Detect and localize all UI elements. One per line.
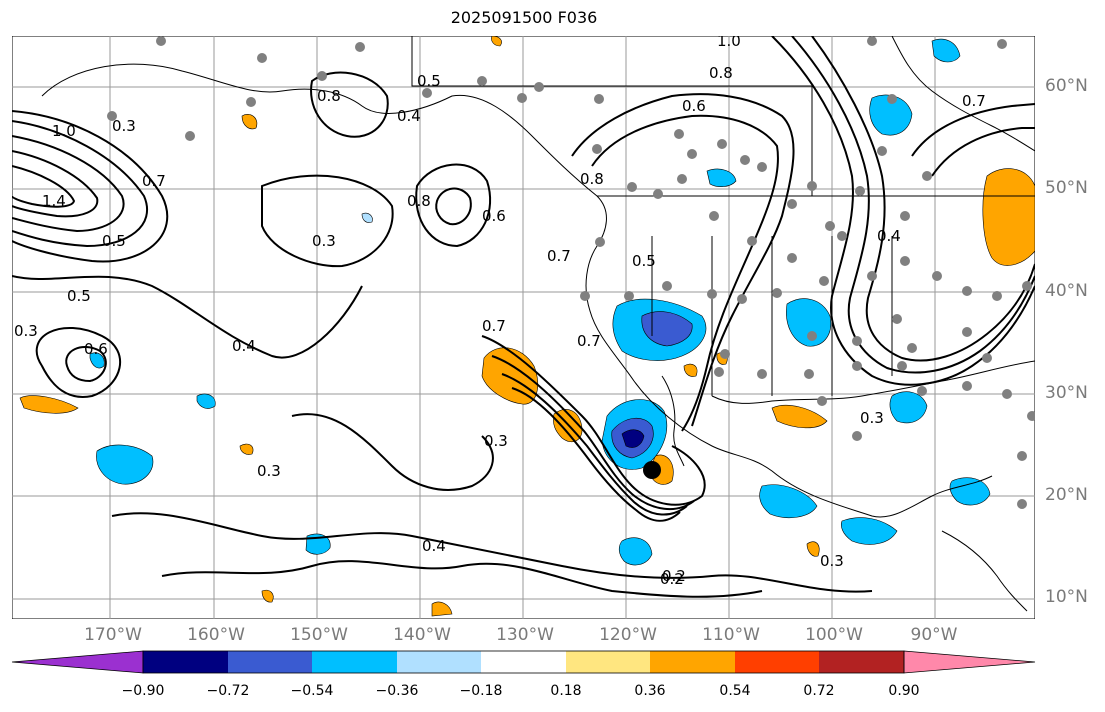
map-title: 2025091500 F036 [450, 8, 598, 27]
contour-label: 0.8 [317, 87, 341, 105]
storm-center-marker [643, 461, 661, 479]
contour-label: 0.5 [417, 72, 441, 90]
lat-label-10n: 10°N [1045, 587, 1088, 607]
colorbar-tick: −0.18 [459, 683, 503, 699]
contour-label: 0.7 [577, 332, 601, 350]
lon-label-140w: 140°W [393, 625, 451, 645]
contour-label: 0.4 [397, 107, 421, 125]
colorbar-cell [650, 651, 735, 673]
contour-label: 0.3 [257, 462, 281, 480]
lat-label-20n: 20°N [1045, 485, 1088, 505]
colorbar-tick: 0.54 [719, 683, 751, 699]
contour-label: 0.3 [860, 409, 884, 427]
contour-label: 0.2 [662, 567, 686, 585]
colorbar-tick: 0.18 [550, 683, 582, 699]
colorbar-extend-left [11, 650, 144, 674]
contour-label: 0.8 [709, 64, 733, 82]
graticule [12, 36, 1035, 619]
colorbar-cell [397, 651, 481, 673]
colorbar-cell [735, 651, 819, 673]
contour-label: 0.3 [484, 432, 508, 450]
colorbar-extend-right [903, 650, 1036, 674]
contour-label: 1.0 [52, 122, 76, 140]
lon-label-130w: 130°W [496, 625, 554, 645]
station-dots [107, 36, 1035, 509]
contour-label: 0.6 [482, 207, 506, 225]
contour-label: 0.2 [660, 570, 684, 588]
colorbar [11, 650, 1036, 674]
contour-lines [12, 36, 1035, 598]
contour-label: 0.5 [67, 287, 91, 305]
contour-label: 1.4 [42, 192, 66, 210]
colorbar-tick: −0.36 [375, 683, 419, 699]
contour-label: 0.3 [820, 552, 844, 570]
contour-label: 0.4 [877, 227, 901, 245]
negative-shading [89, 38, 991, 566]
contour-label: 0.6 [84, 340, 108, 358]
lon-label-100w: 100°W [805, 625, 863, 645]
lat-label-60n: 60°N [1045, 76, 1088, 96]
weather-map: 1.0 0.8 0.6 0.5 0.7 0.4 0.3 1.4 0.2 1.0 … [12, 36, 1035, 619]
contour-label: 1.0 [717, 36, 741, 50]
colorbar-tick: −0.72 [206, 683, 250, 699]
contour-label: 0.7 [962, 92, 986, 110]
lon-label-110w: 110°W [702, 625, 760, 645]
colorbar-tick: 0.72 [803, 683, 835, 699]
contour-label: 0.7 [142, 172, 166, 190]
lat-label-40n: 40°N [1045, 281, 1088, 301]
contour-label: 0.4 [422, 537, 446, 555]
colorbar-tick: −0.54 [290, 683, 334, 699]
colorbar-cell [312, 651, 397, 673]
colorbar-tick: 0.36 [634, 683, 666, 699]
colorbar-cell [819, 651, 904, 673]
contour-label: 0.5 [102, 232, 126, 250]
contour-label: 0.3 [312, 232, 336, 250]
lon-label-170w: 170°W [84, 625, 142, 645]
contour-label: 0.8 [580, 170, 604, 188]
colorbar-tick: 0.90 [888, 683, 920, 699]
lat-label-30n: 30°N [1045, 383, 1088, 403]
contour-label: 0.5 [632, 252, 656, 270]
contour-label: 0.8 [407, 192, 431, 210]
contour-label: 0.7 [547, 247, 571, 265]
colorbar-tick: −0.90 [121, 683, 165, 699]
colorbar-cell [566, 651, 650, 673]
contour-label: 0.3 [14, 322, 38, 340]
colorbar-cell [143, 651, 228, 673]
contour-label-group: 1.0 0.8 0.6 0.5 0.7 0.4 0.3 1.4 0.2 1.0 … [14, 36, 986, 588]
lon-label-150w: 150°W [290, 625, 348, 645]
lon-label-160w: 160°W [187, 625, 245, 645]
contour-label: 0.7 [482, 317, 506, 335]
lon-label-120w: 120°W [599, 625, 657, 645]
lat-label-50n: 50°N [1045, 178, 1088, 198]
colorbar-frame [142, 650, 905, 674]
contour-label: 0.4 [232, 337, 256, 355]
colorbar-cell [481, 651, 566, 673]
colorbar-cell [228, 651, 312, 673]
contour-label: 0.6 [682, 97, 706, 115]
lon-label-90w: 90°W [910, 625, 958, 645]
contour-label: 0.3 [112, 117, 136, 135]
